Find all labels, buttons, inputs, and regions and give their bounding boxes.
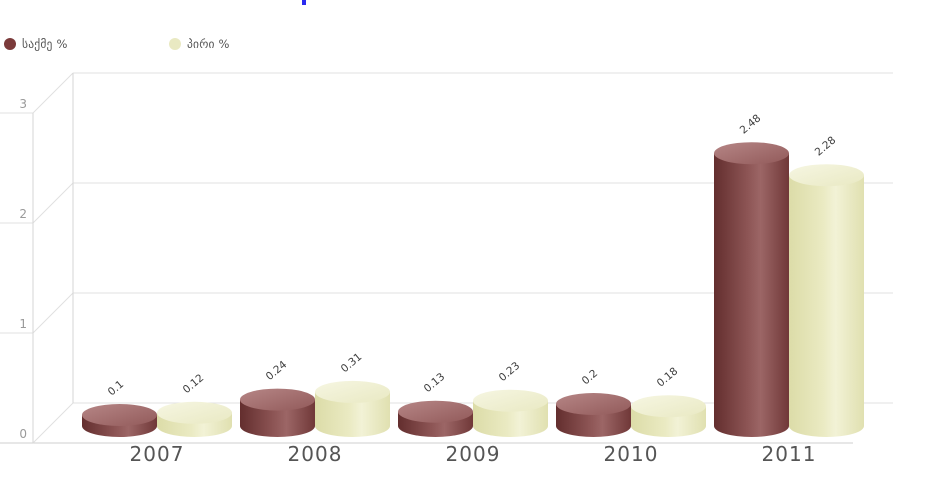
legend: საქმე % პირი %	[0, 0, 929, 56]
value-label: 0.23	[497, 360, 523, 384]
cylinder-2008-series0[interactable]: 0.24	[240, 358, 315, 437]
cylinder-top	[240, 388, 315, 411]
gridline-depth-diagonal	[32, 182, 74, 224]
legend-item-persons[interactable]: პირი %	[169, 37, 230, 51]
y-axis-label: 0	[19, 427, 27, 441]
cylinder-2011-series0[interactable]: 2.48	[714, 112, 789, 437]
category-label-2009: 2009	[446, 442, 501, 466]
cursor-artifact-dot	[302, 0, 306, 5]
cylinder-top	[714, 142, 789, 165]
value-label: 0.13	[422, 371, 448, 395]
cylinder-top	[398, 400, 473, 423]
y-axis-label: 2	[19, 207, 27, 221]
cylinder-2009-series0[interactable]: 0.13	[398, 371, 473, 437]
gridline-depth-diagonal	[32, 402, 74, 444]
cylinder-top	[789, 164, 864, 187]
category-label-2008: 2008	[288, 442, 343, 466]
legend-label-cases: საქმე %	[22, 37, 68, 51]
value-label: 0.31	[339, 351, 365, 375]
value-label: 0.24	[264, 358, 290, 382]
cylinder-top	[556, 393, 631, 415]
value-label: 0.12	[181, 372, 207, 396]
cylinder-top	[82, 404, 157, 426]
category-label-2007: 2007	[130, 442, 185, 466]
value-label: 0.2	[580, 367, 601, 387]
cylinder-2010-series1[interactable]: 0.18	[631, 365, 706, 437]
value-label: 0.1	[106, 378, 127, 398]
value-label: 0.18	[655, 365, 681, 389]
cylinder-top	[473, 389, 548, 412]
legend-item-cases[interactable]: საქმე %	[4, 37, 68, 51]
category-label-2011: 2011	[762, 442, 817, 466]
cylinder-2009-series1[interactable]: 0.23	[473, 360, 548, 437]
cylinder-2011-series1[interactable]: 2.28	[789, 134, 864, 437]
cylinder-body	[789, 175, 864, 437]
cylinder-top	[631, 395, 706, 418]
category-label-2010: 2010	[604, 442, 659, 466]
gridline-depth-diagonal	[32, 72, 74, 114]
cylinder-2007-series1[interactable]: 0.12	[157, 372, 232, 437]
cylinder-top	[157, 401, 232, 424]
y-axis-label: 1	[19, 317, 27, 331]
cylinder-body	[315, 391, 391, 437]
cylinder-body	[714, 153, 789, 437]
cylinder-2008-series1[interactable]: 0.31	[315, 351, 391, 437]
value-label: 2.48	[738, 112, 764, 136]
legend-marker-persons-icon	[169, 38, 181, 50]
cylinder-2010-series0[interactable]: 0.2	[556, 367, 631, 437]
y-axis-label: 3	[19, 97, 27, 111]
cylinder-top	[315, 380, 390, 403]
gridline-depth-diagonal	[32, 292, 74, 334]
value-label: 2.28	[813, 134, 839, 158]
cylinder-2007-series0[interactable]: 0.1	[82, 378, 157, 437]
legend-marker-cases-icon	[4, 38, 16, 50]
legend-label-persons: პირი %	[187, 37, 230, 51]
